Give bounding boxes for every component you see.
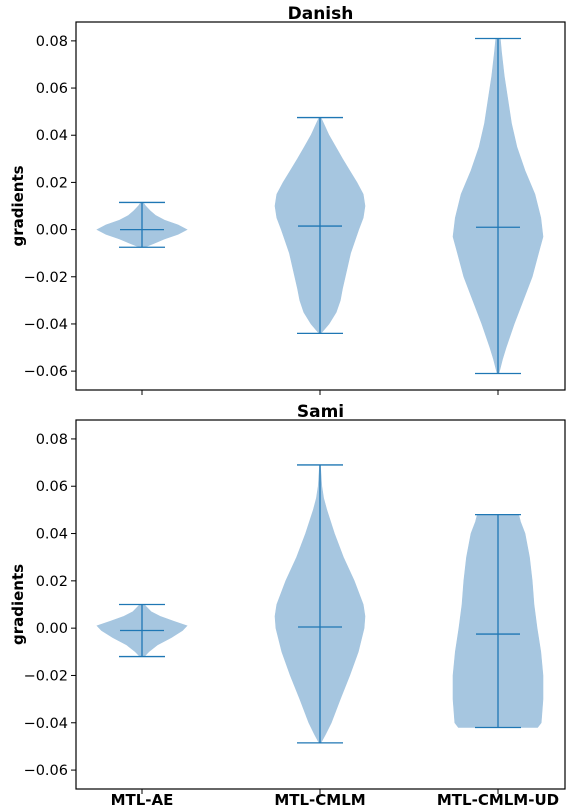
panel-title: Sami [297,402,344,422]
y-tick-label: 0.08 [36,34,68,50]
y-tick-label: −0.02 [24,270,68,286]
y-tick-label: −0.06 [24,763,68,779]
panel-danish: Danish −0.06 −0.04 −0.02 0.00 0.02 0.04 0.06 0.0… [9,4,566,395]
y-tick-label: 0.06 [36,479,68,495]
y-tick-label: −0.02 [24,668,68,684]
y-tick-label: 0.04 [36,527,68,543]
panel-sami: Sami −0.06 −0.04 −0.02 0.00 0.02 0.04 0.06 0.08 g… [9,402,566,809]
y-tick-label: −0.04 [24,317,68,333]
y-tick-label: 0.00 [36,621,68,637]
y-axis-label: gradients [9,564,27,645]
x-category-label: MTL-CMLM-UD [437,791,559,809]
x-category-label: MTL-AE [111,791,174,809]
y-tick-label: −0.04 [24,716,68,732]
panel-title: Danish [288,4,354,24]
y-tick-label: 0.02 [36,574,68,590]
y-tick-label: 0.08 [36,432,68,448]
y-tick-label: 0.06 [36,81,68,97]
y-tick-label: 0.02 [36,175,68,191]
y-tick-label: 0.00 [36,223,68,239]
y-tick-label: 0.04 [36,128,68,144]
y-tick-label: −0.06 [24,364,68,380]
x-category-label: MTL-CMLM [274,791,365,809]
y-axis-label: gradients [9,165,27,246]
